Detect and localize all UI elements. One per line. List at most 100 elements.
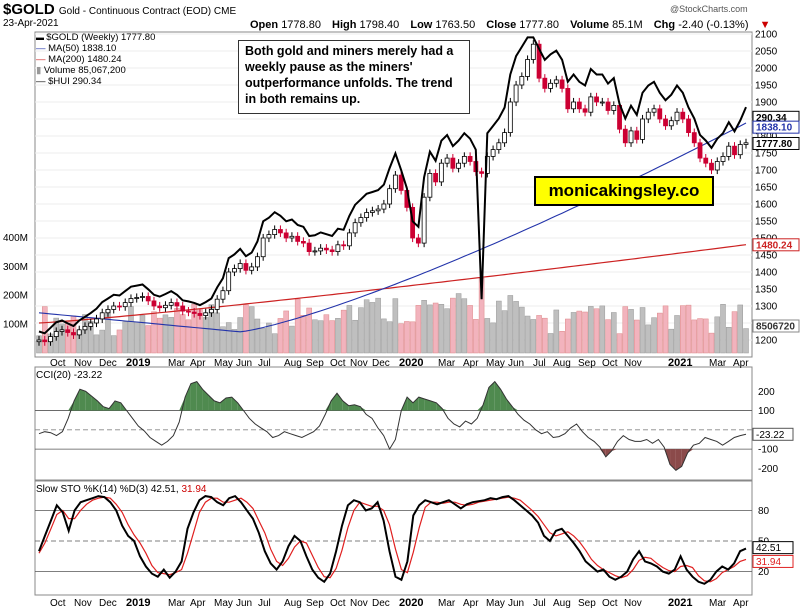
candle-body xyxy=(536,43,542,79)
badge-ma200: 1480.24 xyxy=(756,240,793,251)
volume-bar xyxy=(657,312,663,354)
candle-body xyxy=(548,82,553,89)
candle-body xyxy=(628,130,634,144)
volume-bar xyxy=(260,328,266,354)
x-axis-label-sto: Jun xyxy=(508,598,524,609)
cci-overbought-fill xyxy=(424,398,431,411)
candle-body xyxy=(318,247,324,252)
price-tick-label: 1350 xyxy=(755,285,778,296)
badge-sto-k: 42.51 xyxy=(756,543,781,554)
x-axis-label-sto: Mar xyxy=(438,598,456,609)
volume-bar xyxy=(421,300,427,354)
legend-hui-label: $HUI 290.34 xyxy=(48,76,102,87)
badge-volume-box xyxy=(752,319,800,333)
volume-bar xyxy=(467,305,473,354)
price-panel-frame xyxy=(34,31,753,358)
legend-hui: — $HUI 290.34 xyxy=(36,76,155,87)
candle-body xyxy=(346,232,352,247)
volume-bar xyxy=(133,321,140,354)
price-tick-label: 1950 xyxy=(755,81,778,92)
volume-bar xyxy=(605,319,611,354)
candle-body xyxy=(134,297,140,299)
x-axis-label-sto: May xyxy=(486,598,505,609)
volume-bar xyxy=(110,335,117,354)
badge-volume: 8506720 xyxy=(756,322,795,333)
x-axis-label-sto: Dec xyxy=(99,598,117,609)
price-tick-label: 1200 xyxy=(755,336,778,347)
x-axis-label-sto: 2019 xyxy=(126,597,150,609)
candle-body xyxy=(48,336,53,343)
candle-body xyxy=(519,76,525,86)
x-axis-label-price: Apr xyxy=(463,358,479,369)
cci-tick-label: -200 xyxy=(758,464,778,475)
volume-bar xyxy=(616,333,623,354)
candle-body xyxy=(496,142,502,151)
price-legend: ▬ $GOLD (Weekly) 1777.80 — MA(50) 1838.1… xyxy=(36,32,155,87)
candle-body xyxy=(99,312,105,320)
candle-body xyxy=(542,77,548,89)
volume-tick-label: 400M xyxy=(3,233,28,244)
price-tick-label: 1300 xyxy=(755,302,778,313)
cci-overbought-fill xyxy=(430,400,437,411)
x-axis-label-sto: Mar xyxy=(709,598,727,609)
cci-overbought-fill xyxy=(494,381,501,411)
candle-body xyxy=(732,145,737,156)
candle-body xyxy=(174,302,180,307)
chart-date: 23-Apr-2021 xyxy=(3,18,59,29)
x-axis-label-price: Nov xyxy=(74,358,92,369)
sto-k-line xyxy=(38,494,747,585)
badge-cci: -23.22 xyxy=(756,430,785,441)
close-value: 1777.80 xyxy=(519,19,560,31)
candle-body xyxy=(295,235,301,242)
price-tick-label: 2050 xyxy=(755,47,778,58)
annotation-box: Both gold and miners merely had a weekly… xyxy=(238,40,470,114)
volume-bar xyxy=(151,311,157,354)
volume-tick-label: 300M xyxy=(3,262,28,273)
x-axis-label-sto: Oct xyxy=(50,598,66,609)
volume-bar xyxy=(381,318,387,354)
cci-overbought-fill xyxy=(91,396,98,411)
volume-bar xyxy=(524,315,531,354)
volume-bar xyxy=(93,334,100,354)
candle-body xyxy=(82,325,88,331)
volume-bar xyxy=(122,321,128,354)
volume-bar xyxy=(685,304,692,354)
candle-body xyxy=(479,171,484,174)
candle-body xyxy=(490,149,496,157)
candle-body xyxy=(415,237,421,244)
volume-bar xyxy=(179,314,186,354)
volume-bar xyxy=(369,302,376,354)
legend-gold-label: $GOLD (Weekly) 1777.80 xyxy=(46,32,156,43)
cci-tick-label: -100 xyxy=(758,445,778,456)
volume-bar xyxy=(317,320,324,354)
x-axis-label-sto: Mar xyxy=(168,598,186,609)
cci-overbought-fill xyxy=(407,397,413,411)
volume-bar xyxy=(329,320,335,354)
badge-close-box xyxy=(752,136,800,150)
volume-bar xyxy=(398,323,404,354)
x-axis-label-sto: Oct xyxy=(602,598,618,609)
volume-bar xyxy=(737,304,744,354)
legend-ma50: — MA(50) 1838.10 xyxy=(36,43,155,54)
volume-bar xyxy=(59,323,65,354)
candle-body xyxy=(272,229,278,235)
high-label: High xyxy=(332,19,357,31)
candle-body xyxy=(427,172,433,198)
candle-body xyxy=(456,162,462,169)
cci-overbought-fill xyxy=(214,400,221,411)
cci-overbought-fill xyxy=(179,397,186,411)
badge-hui: 290.34 xyxy=(756,113,787,124)
x-axis-label-price: Dec xyxy=(372,358,390,369)
candle-body xyxy=(111,305,117,310)
candle-body xyxy=(105,308,111,314)
x-axis-label-price: 2021 xyxy=(668,357,692,369)
volume-bar xyxy=(300,315,307,354)
candle-body xyxy=(312,250,318,253)
cci-oversold-fill xyxy=(687,449,694,453)
volume-bar xyxy=(639,307,646,354)
sto-tick-label: 80 xyxy=(758,506,770,517)
x-axis-label-sto: Aug xyxy=(284,598,302,609)
cci-overbought-fill xyxy=(412,397,419,411)
volume-bar xyxy=(703,318,709,354)
volume-bar xyxy=(191,303,197,354)
